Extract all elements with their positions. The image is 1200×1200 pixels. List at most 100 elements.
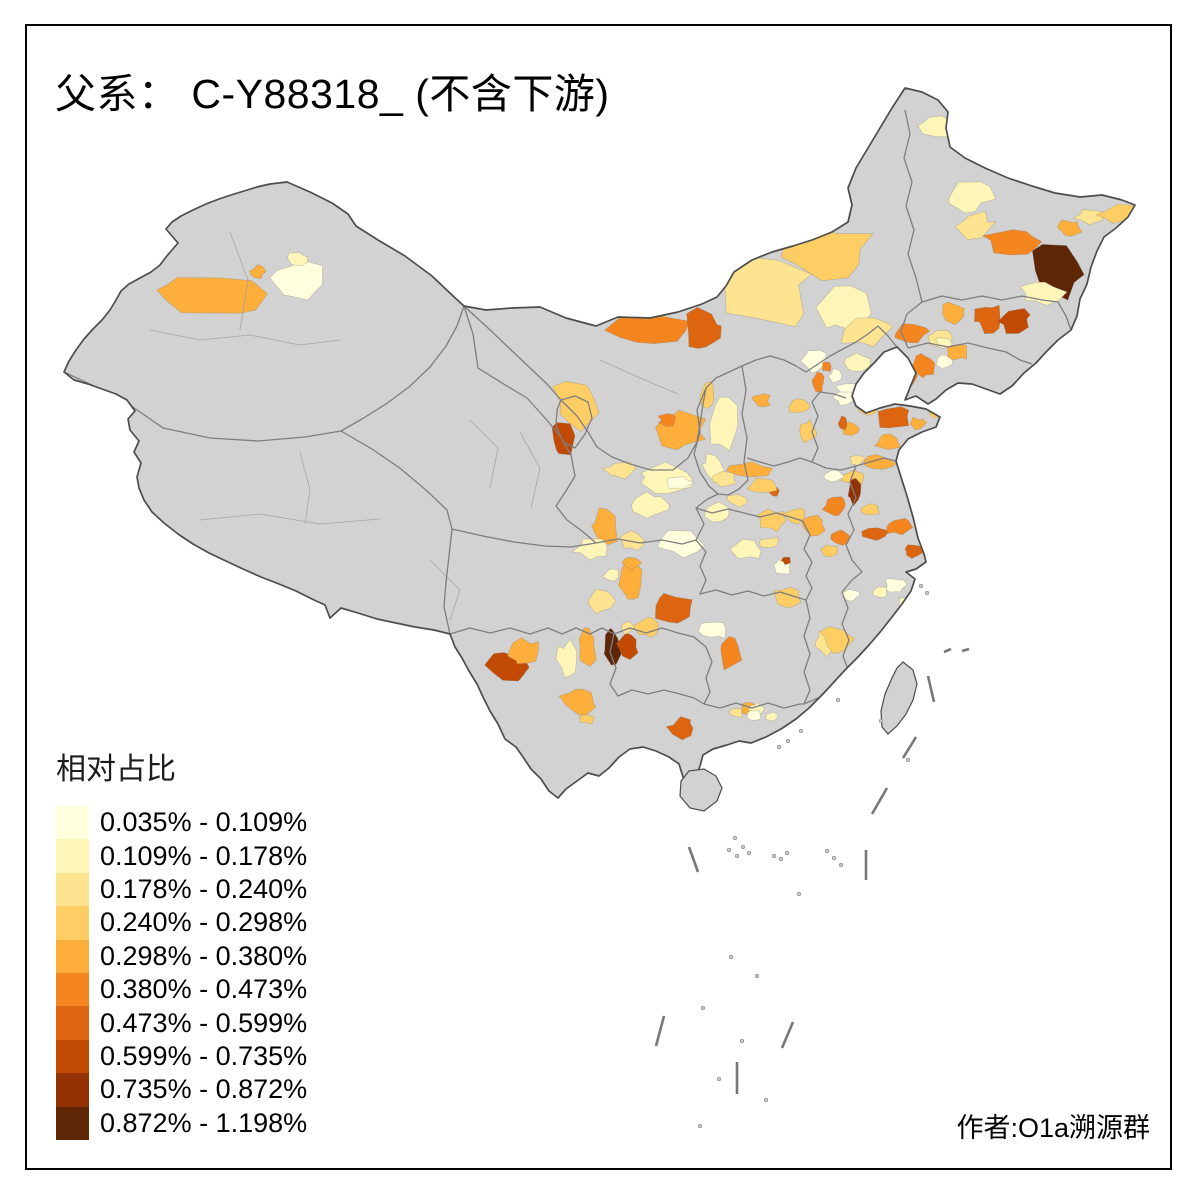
legend-range-label: 0.380% - 0.473% [100, 974, 308, 1005]
prefecture-borders [149, 231, 679, 621]
prefecture-region [799, 418, 817, 443]
prefecture-region [1072, 209, 1108, 226]
prefecture-region [631, 491, 670, 519]
prefecture-region [709, 396, 739, 451]
legend-swatch [56, 872, 89, 907]
prefecture-region [823, 469, 846, 483]
legend-swatch [56, 972, 89, 1007]
legend-row: 0.109% - 0.178% [56, 839, 308, 873]
prefecture-region [909, 416, 927, 431]
legend-row: 0.599% - 0.735% [56, 1039, 308, 1074]
legend-swatch [56, 1073, 89, 1107]
prefecture-region [507, 637, 540, 665]
prefecture-region [799, 350, 827, 374]
legend-swatch [56, 806, 89, 840]
prefecture-region [843, 352, 872, 372]
legend-range-label: 0.178% - 0.240% [100, 873, 308, 904]
legend-range-label: 0.735% - 0.872% [100, 1074, 308, 1105]
nine-dash-line [654, 647, 970, 1094]
prefecture-region [826, 367, 843, 383]
prefecture-region [954, 210, 997, 240]
prefecture-region [830, 529, 850, 546]
legend: 相对占比 0.035% - 0.109% 0.109% - 0.178% 0.178… [56, 752, 307, 1140]
prefecture-region [872, 586, 887, 598]
prefecture-region [837, 415, 848, 431]
prefecture-region [840, 317, 894, 347]
prefecture-region [620, 530, 645, 551]
legend-range-label: 0.109% - 0.178% [100, 840, 308, 871]
legend-title: 相对占比 [56, 753, 176, 786]
prefecture-region [726, 494, 749, 508]
prefecture-region [935, 354, 954, 369]
prefecture-region [601, 568, 619, 582]
legend-swatch [56, 1039, 89, 1074]
prefecture-region [591, 507, 618, 545]
legend-row: 0.178% - 0.240% [56, 872, 308, 907]
prefecture-region [579, 714, 596, 725]
legend-row: 0.735% - 0.872% [56, 1073, 308, 1107]
prefecture-region [886, 518, 914, 536]
legend-range-label: 0.872% - 1.198% [100, 1107, 308, 1138]
prefecture-region [765, 711, 780, 722]
legend-row: 0.473% - 0.599% [56, 1006, 308, 1040]
prefecture-region [877, 406, 910, 429]
prefecture-region [822, 361, 832, 372]
prefecture-region [1056, 219, 1083, 237]
prefecture-region [156, 277, 268, 314]
prefecture-region [751, 393, 771, 408]
author-attribution: 作者:O1a溯源群 [956, 1113, 1150, 1143]
prefecture-region [1019, 281, 1068, 306]
prefecture-region [755, 508, 786, 533]
prefecture-region [667, 476, 696, 489]
small-islands [697, 583, 930, 1129]
prefecture-region [655, 593, 693, 624]
prefecture-region [729, 538, 762, 559]
prefecture-region [720, 636, 743, 671]
prefecture-region [665, 716, 694, 741]
legend-range-label: 0.035% - 0.109% [100, 807, 308, 838]
page-title: 父系： C-Y88318_ (不含下游) [55, 71, 610, 117]
mainland-fill [64, 88, 1135, 798]
prefecture-region [811, 371, 825, 393]
prefecture-region [603, 627, 622, 666]
legend-range-label: 0.473% - 0.599% [100, 1007, 308, 1038]
prefecture-region [552, 381, 600, 432]
prefecture-region [997, 308, 1031, 334]
prefecture-region [657, 413, 677, 427]
prefecture-region [601, 461, 637, 480]
legend-swatch [56, 1006, 89, 1040]
prefecture-region [725, 461, 773, 478]
legend-swatch [56, 839, 89, 873]
prefecture-region [269, 260, 323, 301]
prefecture-region [759, 537, 779, 549]
prefecture-region [621, 556, 642, 571]
legend-swatch [56, 1106, 89, 1140]
legend-range-label: 0.298% - 0.380% [100, 940, 308, 971]
legend-row: 0.298% - 0.380% [56, 939, 308, 973]
prefecture-region [746, 710, 762, 721]
legend-range-label: 0.599% - 0.735% [100, 1040, 308, 1071]
prefecture-region [840, 589, 861, 602]
prefecture-region [982, 229, 1043, 256]
prefecture-region [604, 314, 690, 344]
prefecture-region [942, 301, 965, 326]
prefecture-region [788, 398, 811, 414]
prefecture-region [558, 688, 596, 716]
prefecture-region [861, 527, 890, 541]
prefecture-region [974, 304, 1001, 335]
legend-range-label: 0.240% - 0.298% [100, 907, 308, 938]
prefecture-region [618, 562, 643, 600]
prefecture-region [873, 433, 902, 450]
prefecture-region [711, 471, 738, 488]
legend-row: 0.872% - 1.198% [56, 1106, 308, 1140]
prefecture-regions [156, 115, 1135, 741]
legend-swatch [56, 906, 89, 940]
prefecture-region [621, 621, 636, 635]
prefecture-region [616, 632, 639, 660]
prefecture-region [948, 181, 997, 214]
province-borders [64, 109, 1072, 709]
taiwan-island [880, 661, 918, 735]
prefecture-region [286, 252, 309, 266]
prefecture-region [821, 496, 846, 517]
